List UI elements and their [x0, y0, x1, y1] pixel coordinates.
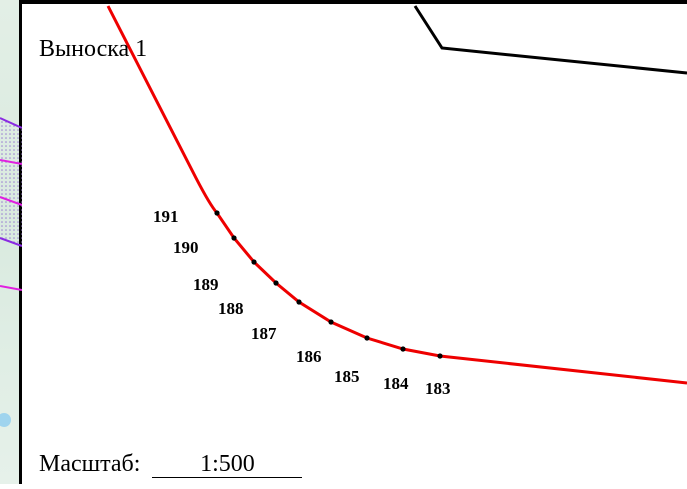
- boundary-point-191: [214, 210, 220, 216]
- point-label-185: 185: [334, 367, 360, 386]
- point-label-186: 186: [296, 347, 322, 366]
- boundary-points: 191 190 189 188 187 186 185 184 183: [153, 207, 451, 398]
- point-label-183: 183: [425, 379, 451, 398]
- parcel-boundary-line: [106, 5, 687, 385]
- existing-boundary-line: [413, 5, 687, 75]
- boundary-point-186: [328, 319, 334, 325]
- underlay-parcels: [0, 117, 23, 427]
- scale-label: Масштаб:: [39, 451, 141, 477]
- point-label-189: 189: [193, 275, 219, 294]
- underlay-line: [0, 159, 23, 165]
- point-label-191: 191: [153, 207, 179, 226]
- callout-frame: [22, 0, 687, 484]
- underlay-blue-mark: [0, 413, 11, 427]
- point-label-190: 190: [173, 238, 199, 257]
- boundary-point-190: [231, 235, 237, 241]
- boundary-point-184: [400, 346, 406, 352]
- boundary-point-187: [296, 299, 302, 305]
- underlay-line: [0, 237, 23, 247]
- callout-title: Выноска 1: [39, 36, 148, 62]
- boundary-point-188: [273, 280, 279, 286]
- underlay-line: [0, 196, 23, 206]
- scale-block: Масштаб: 1:500: [39, 451, 303, 478]
- point-label-184: 184: [383, 374, 409, 393]
- scale-value: 1:500: [152, 451, 303, 478]
- boundary-point-183: [437, 353, 443, 359]
- boundary-point-185: [364, 335, 370, 341]
- underlay-dotted-area: [0, 118, 22, 246]
- point-label-188: 188: [218, 299, 244, 318]
- point-label-187: 187: [251, 324, 277, 343]
- map-underlay: [0, 0, 23, 484]
- underlay-line: [0, 117, 23, 129]
- underlay-line: [0, 285, 23, 291]
- boundary-point-189: [251, 259, 257, 265]
